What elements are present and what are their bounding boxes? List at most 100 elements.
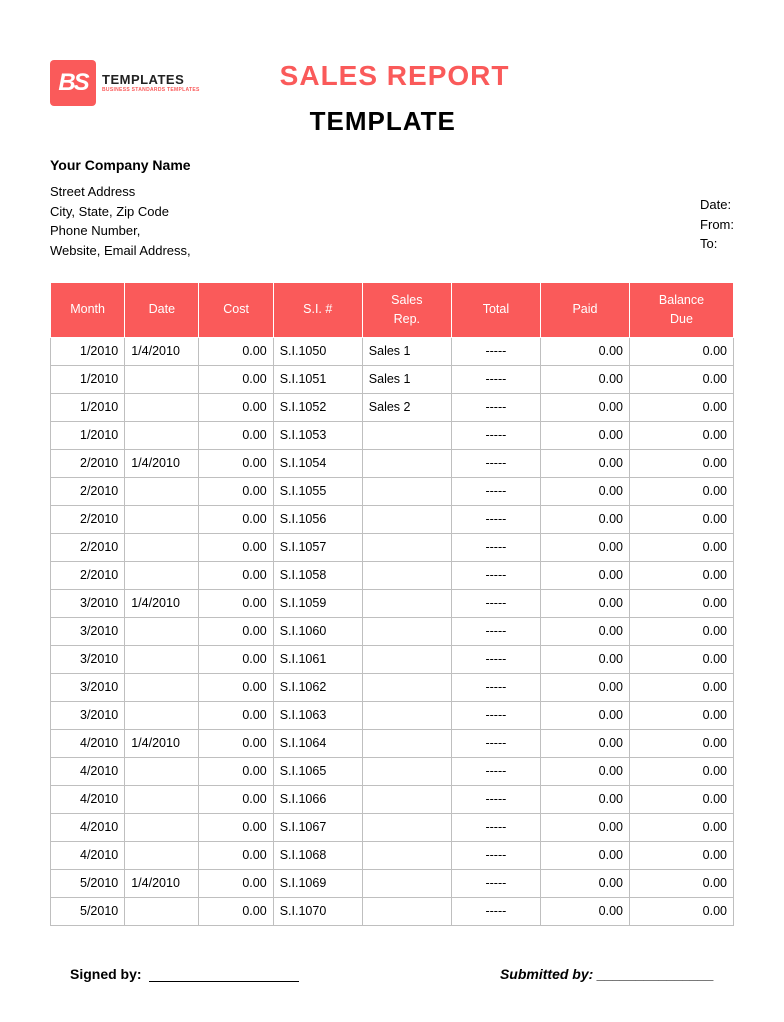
table-cell <box>362 561 451 589</box>
table-cell: 0.00 <box>630 673 734 701</box>
table-cell: ----- <box>451 533 540 561</box>
table-body: 1/20101/4/20100.00S.I.1050Sales 1-----0.… <box>51 337 734 925</box>
table-cell: ----- <box>451 729 540 757</box>
table-cell: S.I.1057 <box>273 533 362 561</box>
table-cell: ----- <box>451 421 540 449</box>
table-cell: ----- <box>451 645 540 673</box>
table-cell <box>362 757 451 785</box>
company-block: Your Company Name Street Address City, S… <box>50 155 191 260</box>
table-cell <box>125 393 199 421</box>
table-cell <box>125 645 199 673</box>
table-cell: 3/2010 <box>51 617 125 645</box>
table-cell: 3/2010 <box>51 673 125 701</box>
table-cell: 3/2010 <box>51 645 125 673</box>
table-cell: 0.00 <box>540 477 629 505</box>
table-cell <box>362 729 451 757</box>
page-title: SALES REPORT <box>280 60 734 92</box>
table-cell: 0.00 <box>199 449 273 477</box>
table-cell: 0.00 <box>199 645 273 673</box>
table-cell: 2/2010 <box>51 449 125 477</box>
company-street: Street Address <box>50 182 191 202</box>
table-row: 1/20100.00S.I.1052Sales 2-----0.000.00 <box>51 393 734 421</box>
table-cell: 0.00 <box>199 617 273 645</box>
table-cell: 0.00 <box>540 449 629 477</box>
table-cell: 0.00 <box>630 729 734 757</box>
table-cell: 0.00 <box>199 701 273 729</box>
table-cell: 1/2010 <box>51 421 125 449</box>
table-header-cell: Total <box>451 283 540 338</box>
table-cell: 1/2010 <box>51 337 125 365</box>
company-citystate: City, State, Zip Code <box>50 202 191 222</box>
table-cell: 0.00 <box>630 505 734 533</box>
table-row: 4/20100.00S.I.1068-----0.000.00 <box>51 841 734 869</box>
signed-by-line <box>149 981 299 982</box>
meta-block: Date: From: To: <box>700 195 734 260</box>
table-cell: S.I.1069 <box>273 869 362 897</box>
table-row: 1/20101/4/20100.00S.I.1050Sales 1-----0.… <box>51 337 734 365</box>
table-row: 1/20100.00S.I.1053-----0.000.00 <box>51 421 734 449</box>
table-cell: 0.00 <box>199 421 273 449</box>
company-name: Your Company Name <box>50 155 191 176</box>
table-cell: 2/2010 <box>51 477 125 505</box>
table-cell: ----- <box>451 617 540 645</box>
table-cell: ----- <box>451 337 540 365</box>
table-row: 2/20100.00S.I.1058-----0.000.00 <box>51 561 734 589</box>
table-cell <box>362 869 451 897</box>
table-cell: 0.00 <box>540 729 629 757</box>
table-cell: 0.00 <box>540 393 629 421</box>
table-row: 2/20101/4/20100.00S.I.1054-----0.000.00 <box>51 449 734 477</box>
table-row: 4/20100.00S.I.1067-----0.000.00 <box>51 813 734 841</box>
table-cell: ----- <box>451 813 540 841</box>
table-cell: S.I.1067 <box>273 813 362 841</box>
table-cell <box>125 617 199 645</box>
table-cell: S.I.1053 <box>273 421 362 449</box>
table-cell: S.I.1064 <box>273 729 362 757</box>
table-cell: 0.00 <box>540 897 629 925</box>
table-cell: Sales 1 <box>362 365 451 393</box>
sales-table: MonthDateCostS.I. #SalesRep.TotalPaidBal… <box>50 282 734 926</box>
table-cell: 0.00 <box>199 869 273 897</box>
table-cell: 1/4/2010 <box>125 449 199 477</box>
table-cell: S.I.1070 <box>273 897 362 925</box>
table-cell <box>125 365 199 393</box>
table-cell: 2/2010 <box>51 533 125 561</box>
table-cell: 1/2010 <box>51 365 125 393</box>
table-cell: 0.00 <box>199 757 273 785</box>
table-cell: 4/2010 <box>51 757 125 785</box>
table-cell <box>362 533 451 561</box>
table-cell: 0.00 <box>540 421 629 449</box>
table-cell: 0.00 <box>630 897 734 925</box>
table-cell <box>125 813 199 841</box>
table-cell: 0.00 <box>199 505 273 533</box>
table-cell: 0.00 <box>630 393 734 421</box>
table-cell: 0.00 <box>630 757 734 785</box>
table-cell: 0.00 <box>540 841 629 869</box>
table-cell: S.I.1062 <box>273 673 362 701</box>
table-cell: ----- <box>451 897 540 925</box>
table-cell: 0.00 <box>199 785 273 813</box>
table-cell <box>362 897 451 925</box>
table-cell: 0.00 <box>540 701 629 729</box>
table-cell: 0.00 <box>199 477 273 505</box>
table-cell: Sales 1 <box>362 337 451 365</box>
table-cell <box>125 477 199 505</box>
table-cell: 0.00 <box>199 533 273 561</box>
table-cell: 0.00 <box>540 589 629 617</box>
table-cell: 5/2010 <box>51 869 125 897</box>
table-cell <box>362 841 451 869</box>
logo-text: TEMPLATES <box>102 73 200 86</box>
submitted-by-label: Submitted by: <box>500 966 593 982</box>
table-cell: 0.00 <box>540 757 629 785</box>
table-cell: S.I.1054 <box>273 449 362 477</box>
table-cell: ----- <box>451 589 540 617</box>
table-cell: 0.00 <box>630 533 734 561</box>
table-row: 3/20100.00S.I.1061-----0.000.00 <box>51 645 734 673</box>
table-row: 3/20100.00S.I.1063-----0.000.00 <box>51 701 734 729</box>
table-cell: 0.00 <box>540 869 629 897</box>
table-cell: 0.00 <box>199 365 273 393</box>
table-cell: 2/2010 <box>51 561 125 589</box>
table-cell: S.I.1068 <box>273 841 362 869</box>
table-cell <box>362 477 451 505</box>
table-row: 2/20100.00S.I.1057-----0.000.00 <box>51 533 734 561</box>
table-cell: 0.00 <box>199 589 273 617</box>
